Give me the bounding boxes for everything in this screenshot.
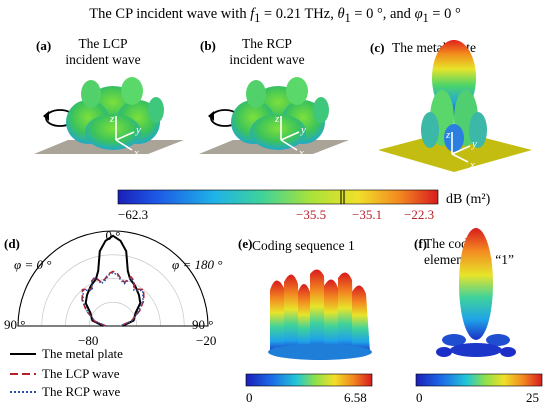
main-colorbar-gradient	[117, 189, 439, 205]
main-colorbar-tick-0: −62.3	[118, 207, 148, 222]
polar-series-line-1	[81, 270, 145, 327]
main-colorbar-tick-2: −35.1	[352, 207, 382, 222]
title-text-d: = 0 °	[428, 6, 461, 22]
main-colorbar-unit: dB (m²)	[446, 192, 491, 207]
title-phi-sub: 1	[422, 10, 429, 25]
title-text-b: = 0.21 THz,	[260, 6, 338, 22]
panel-a-axes-icon	[115, 116, 135, 151]
polar-series-line-0	[84, 234, 142, 327]
panel-a-lobes	[66, 77, 164, 150]
panel-b-title-line2: incident wave	[229, 52, 305, 67]
main-colorbar-tick-3: −22.3	[404, 207, 434, 222]
main-colorbar: dB (m²) −62.3 −35.5 −35.1 −22.3	[117, 189, 491, 222]
title-f: f	[250, 6, 255, 22]
panel-b-label: (b)	[200, 38, 216, 53]
panel-a-rcs-pattern: z y x	[34, 77, 184, 159]
panel-a-label: (a)	[36, 38, 52, 53]
panel-e-rcs-pattern	[268, 269, 372, 360]
panel-c-axes-icon	[451, 132, 471, 163]
polar-series	[81, 234, 145, 327]
polar-grid-arc-2	[41, 254, 185, 327]
panel-c-y-label: y	[471, 138, 477, 150]
title-theta: θ	[337, 6, 345, 22]
polar-phi-right: φ = 180 °	[172, 257, 222, 272]
panel-c-rcs-pattern: z y x	[378, 40, 532, 172]
panel-b-x-label: x	[298, 147, 304, 159]
colorbar-f-min: 0	[416, 390, 423, 405]
polar-grid-arc-1	[65, 278, 161, 327]
colorbar-e: 0 6.58	[245, 373, 373, 405]
panel-a-y-label: y	[135, 124, 141, 136]
colorbar-f-gradient	[415, 373, 543, 387]
polar-angle-top: 0 °	[106, 228, 121, 243]
panel-b-axes-icon	[280, 116, 300, 151]
panel-e-lobes	[268, 269, 372, 360]
panel-d-label: (d)	[4, 236, 20, 251]
panel-d-polar-chart: 0 ° 90 ° 90 ° φ = 0 ° φ = 180 ° −80 −20 …	[4, 228, 222, 399]
panel-f-lobes	[436, 228, 516, 357]
polar-angle-left: 90 °	[4, 317, 25, 332]
panel-c-lobes	[421, 40, 487, 152]
panel-c-z-label: z	[445, 129, 451, 141]
polar-grid	[17, 230, 209, 327]
title-phi: φ	[414, 6, 423, 22]
polar-rtick-1: −20	[196, 333, 216, 348]
panel-b-z-label: z	[274, 113, 280, 125]
panel-c-x-label: x	[469, 159, 475, 171]
figure-title: The CP incident wave with f1 = 0.21 THz,…	[0, 6, 550, 26]
colorbar-f-max: 25	[526, 390, 539, 405]
polar-series-line-2	[82, 271, 144, 327]
colorbar-f: 0 25	[415, 373, 543, 405]
legend-label-metal: The metal plate	[42, 346, 123, 361]
polar-legend: The metal plate The LCP wave The RCP wav…	[10, 346, 123, 399]
panel-a-title-line1: The LCP	[78, 36, 128, 51]
polar-phi-left: φ = 0 °	[14, 257, 51, 272]
panel-a-z-label: z	[109, 113, 115, 125]
panel-b-lobes	[231, 77, 329, 150]
polar-outer-boundary	[17, 230, 209, 327]
colorbar-e-gradient	[245, 373, 373, 387]
rotation-arrow-head-icon	[208, 111, 214, 121]
panel-b-title: The RCP incident wave	[212, 36, 322, 68]
rotation-arrow-head-icon	[43, 111, 49, 121]
legend-label-lcp: The LCP wave	[42, 366, 120, 381]
panel-b-rcs-pattern: z y x	[199, 77, 349, 159]
legend-label-rcp: The RCP wave	[42, 384, 120, 399]
main-colorbar-tick-1: −35.5	[296, 207, 326, 222]
panel-f-rcs-pattern	[436, 228, 516, 357]
panel-a-title: The LCP incident wave	[48, 36, 158, 68]
panel-e-title: Coding sequence 1	[252, 238, 355, 253]
polar-angle-right: 90 °	[192, 317, 213, 332]
polar-rtick-0: −80	[78, 333, 98, 348]
panel-f-label: (f)	[414, 236, 427, 251]
title-f-sub: 1	[254, 10, 261, 25]
title-text-c: = 0 °, and	[350, 6, 415, 22]
title-theta-sub: 1	[344, 10, 351, 25]
colorbar-e-min: 0	[246, 390, 253, 405]
title-text-a: The CP incident wave with	[89, 6, 251, 22]
panel-a-x-label: x	[133, 147, 139, 159]
panel-b-title-line1: The RCP	[242, 36, 292, 51]
panel-b-y-label: y	[300, 124, 306, 136]
panel-e-label: (e)	[238, 236, 253, 251]
panel-c-label: (c)	[370, 40, 385, 55]
panel-a-title-line2: incident wave	[65, 52, 141, 67]
colorbar-e-max: 6.58	[344, 390, 367, 405]
